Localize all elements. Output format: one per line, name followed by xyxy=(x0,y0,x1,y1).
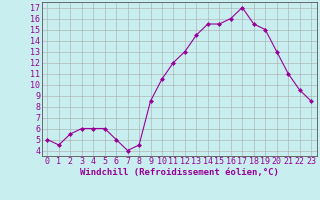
X-axis label: Windchill (Refroidissement éolien,°C): Windchill (Refroidissement éolien,°C) xyxy=(80,168,279,177)
